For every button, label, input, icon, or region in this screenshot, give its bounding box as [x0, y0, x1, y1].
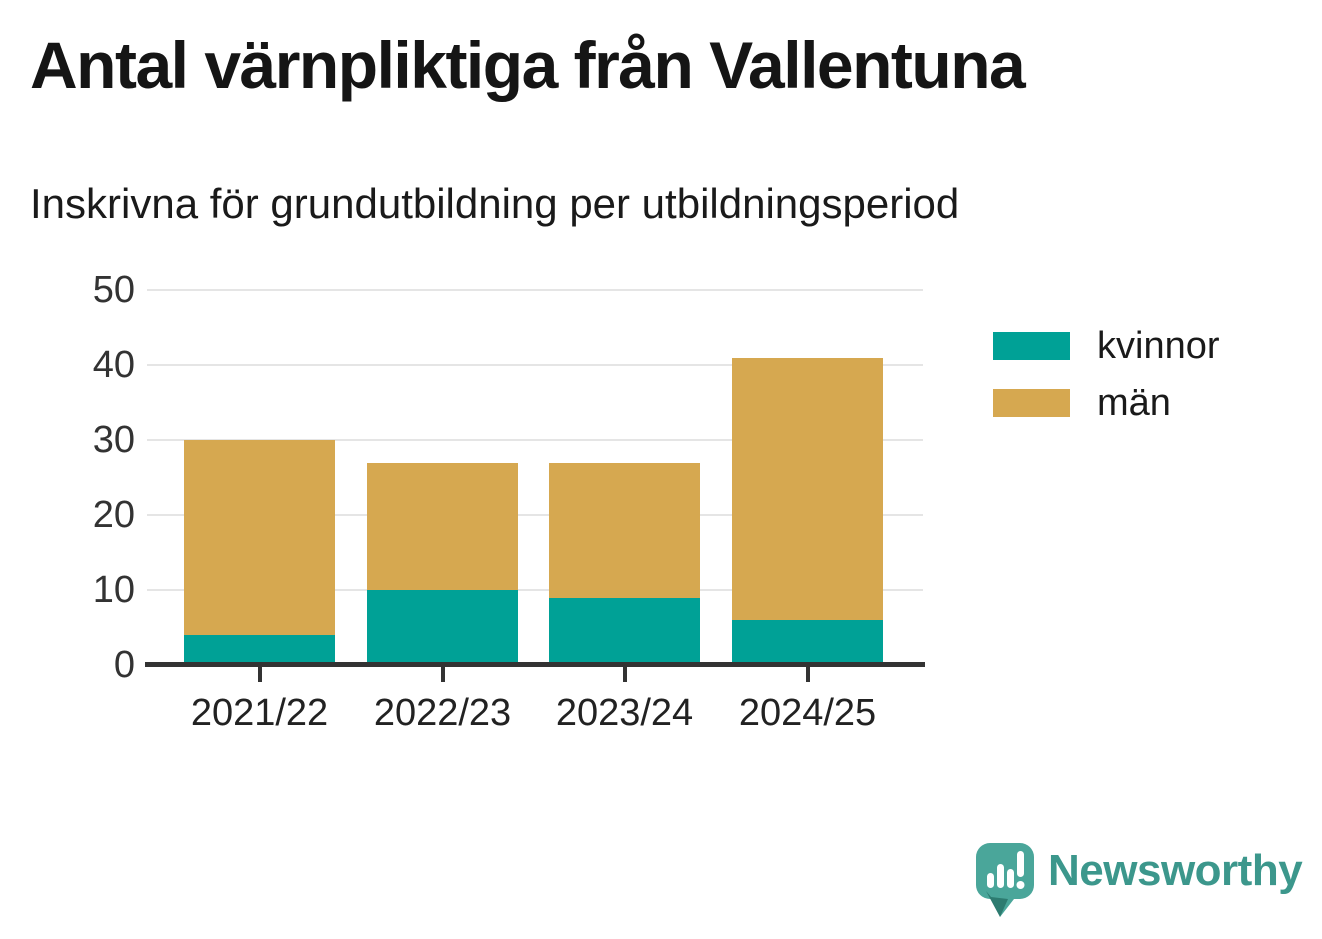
x-axis-tick-label: 2024/25: [738, 692, 877, 734]
x-axis-tick-label: 2022/23: [373, 692, 512, 734]
bar-segment-kvinnor: [732, 620, 883, 665]
gridline: [147, 289, 923, 291]
gridline: [147, 589, 923, 591]
y-axis-tick-label: 30: [92, 419, 135, 461]
newsworthy-bubble-chart-icon: [976, 843, 1034, 917]
x-axis-tick-label: 2023/24: [555, 692, 694, 734]
y-axis-tick-label: 20: [92, 494, 135, 536]
legend-swatch-män: [993, 389, 1070, 417]
bar-segment-män: [732, 357, 883, 620]
gridline: [147, 364, 923, 366]
x-axis-tick: [440, 666, 445, 682]
x-axis-line: [145, 662, 925, 667]
y-axis-tick-label: 10: [92, 569, 135, 611]
gridline: [147, 514, 923, 516]
brand-name: Newsworthy: [1048, 846, 1303, 895]
gridline: [147, 439, 923, 441]
chart-subtitle: Inskrivna för grundutbildning per utbild…: [30, 180, 960, 227]
legend-swatch-kvinnor: [993, 332, 1070, 360]
legend: kvinnor män: [993, 327, 1220, 422]
bar-segment-kvinnor: [367, 590, 518, 665]
legend-item: kvinnor: [993, 327, 1220, 365]
legend-label: kvinnor: [1097, 325, 1220, 367]
bar-segment-män: [184, 440, 335, 635]
legend-item: män: [993, 384, 1220, 422]
bar-segment-kvinnor: [549, 597, 700, 665]
legend-label: män: [1097, 382, 1171, 424]
brand-logo: Newsworthy: [976, 843, 1303, 919]
y-axis-tick-label: 50: [92, 269, 135, 311]
y-axis-tick-label: 0: [113, 644, 135, 686]
x-axis-tick: [622, 666, 627, 682]
chart-title: Antal värnpliktiga från Vallentuna: [30, 28, 1026, 102]
x-axis-tick: [805, 666, 810, 682]
x-axis-tick-label: 2021/22: [190, 692, 329, 734]
bar-segment-kvinnor: [184, 635, 335, 665]
x-axis-tick: [257, 666, 262, 682]
y-axis-tick-label: 40: [92, 344, 135, 386]
bar-segment-män: [549, 462, 700, 598]
bar-segment-män: [367, 462, 518, 590]
